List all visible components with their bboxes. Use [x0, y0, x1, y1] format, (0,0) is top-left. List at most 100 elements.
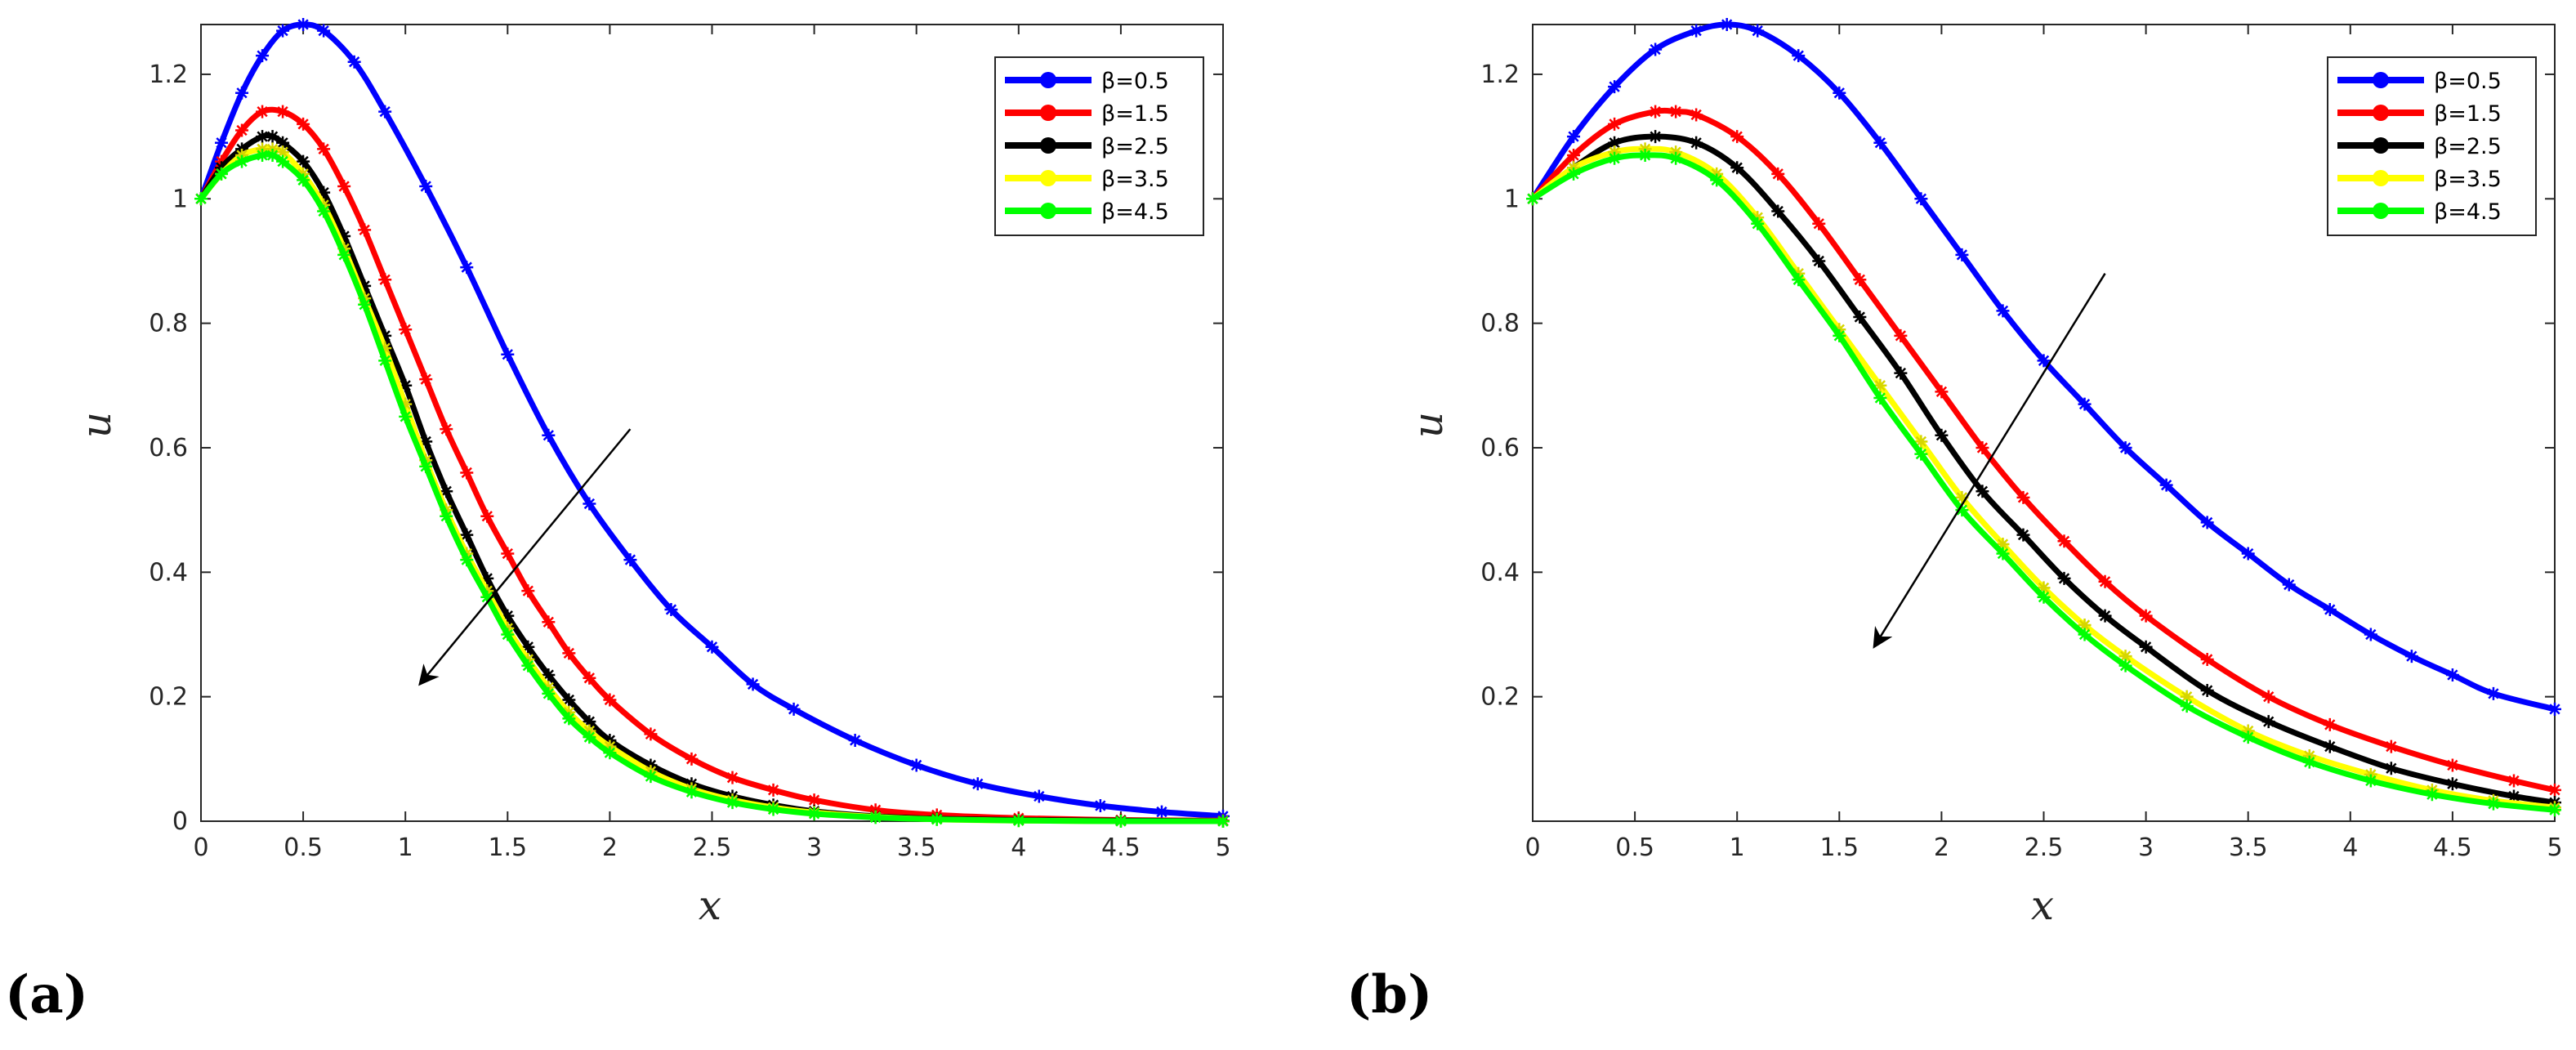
y-tick-label: 1 — [1504, 185, 1520, 213]
data-point-marker — [1526, 192, 1539, 206]
legend-swatch-dot — [2373, 170, 2389, 186]
data-point-marker — [868, 811, 882, 824]
data-point-marker — [2078, 628, 2092, 641]
data-point-marker — [378, 328, 392, 342]
data-point-marker — [521, 584, 535, 598]
data-point-marker — [2302, 755, 2316, 769]
legend-swatch-dot — [1040, 137, 1056, 154]
x-tick-label: 0.5 — [283, 833, 323, 862]
data-point-marker — [2323, 717, 2337, 731]
y-tick-label: 0.6 — [1480, 434, 1520, 462]
data-point-marker — [460, 528, 474, 542]
data-point-marker — [2139, 640, 2153, 654]
data-point-marker — [1567, 130, 1581, 144]
data-point-marker — [2057, 534, 2071, 548]
data-point-marker — [297, 18, 310, 31]
data-point-marker — [378, 354, 392, 368]
data-point-marker — [297, 154, 310, 168]
y-tick-label: 0.4 — [149, 558, 188, 587]
data-point-marker — [1792, 49, 1806, 63]
data-point-marker — [235, 123, 249, 137]
x-tick-label: 1 — [1730, 833, 1745, 862]
data-point-marker — [440, 509, 453, 523]
data-point-marker — [583, 497, 596, 511]
data-point-marker — [347, 55, 361, 69]
legend-label: β=2.5 — [2434, 134, 2502, 159]
data-point-marker — [2016, 490, 2030, 504]
legend-swatch-dot — [1040, 170, 1056, 186]
data-point-marker — [1567, 148, 1581, 162]
data-point-marker — [1914, 435, 1928, 449]
data-point-marker — [542, 686, 556, 700]
data-point-marker — [807, 793, 821, 807]
data-point-marker — [1751, 217, 1765, 230]
data-point-marker — [399, 323, 413, 337]
data-point-marker — [1649, 105, 1663, 118]
x-tick-label: 5 — [1215, 833, 1230, 862]
x-tick-label: 4.5 — [2433, 833, 2472, 862]
data-point-marker — [807, 806, 821, 820]
y-tick-label: 0.6 — [149, 434, 188, 462]
legend-swatch-dot — [2373, 105, 2389, 121]
data-point-marker — [542, 428, 556, 442]
data-point-marker — [603, 693, 617, 707]
data-point-marker — [266, 148, 279, 162]
data-point-marker — [2118, 440, 2132, 454]
data-point-marker — [2118, 650, 2132, 664]
data-point-marker — [1894, 328, 1908, 342]
x-tick-label: 3 — [806, 833, 822, 862]
data-point-marker — [501, 547, 515, 561]
y-tick-label: 1.2 — [149, 60, 188, 89]
data-point-marker — [317, 142, 331, 156]
data-point-marker — [2261, 690, 2275, 704]
data-point-marker — [276, 105, 290, 118]
data-point-marker — [215, 136, 229, 150]
data-point-marker — [1032, 789, 1046, 803]
data-point-marker — [2384, 739, 2398, 753]
data-point-marker — [378, 273, 392, 287]
data-point-marker — [2445, 758, 2459, 772]
data-point-marker — [1812, 217, 1826, 230]
y-tick-label: 0.4 — [1480, 558, 1520, 587]
y-tick-label: 0.2 — [1480, 683, 1520, 712]
legend-swatch-dot — [2373, 203, 2389, 219]
y-tick-label: 1.2 — [1480, 60, 1520, 89]
data-point-marker — [1996, 547, 2010, 561]
data-point-marker — [1690, 24, 1703, 38]
data-point-marker — [583, 715, 596, 729]
data-point-marker — [2445, 777, 2459, 791]
data-point-marker — [2364, 628, 2377, 641]
legend-label: β=3.5 — [2434, 167, 2502, 192]
x-tick-label: 2 — [1934, 833, 1949, 862]
panel-label-a: (a) — [5, 964, 89, 1025]
panel-label-b: (b) — [1346, 964, 1433, 1025]
data-point-marker — [1608, 151, 1622, 165]
data-point-marker — [2486, 686, 2500, 700]
data-point-marker — [2364, 774, 2377, 788]
data-point-marker — [1669, 151, 1683, 165]
data-point-marker — [2445, 668, 2459, 681]
data-point-marker — [399, 409, 413, 423]
data-point-marker — [2323, 603, 2337, 617]
data-point-marker — [685, 785, 699, 799]
data-point-marker — [399, 397, 413, 411]
data-point-marker — [419, 435, 433, 449]
y-tick-label: 1 — [172, 185, 188, 213]
x-tick-label: 1.5 — [488, 833, 527, 862]
data-point-marker — [501, 628, 515, 641]
data-point-marker — [215, 167, 229, 181]
data-point-marker — [2016, 528, 2030, 542]
x-tick-label: 4.5 — [1101, 833, 1141, 862]
data-point-marker — [460, 553, 474, 567]
data-point-marker — [1649, 130, 1663, 144]
data-point-marker — [1154, 805, 1168, 819]
data-point-marker — [1976, 485, 1989, 498]
legend-label: β=0.5 — [1101, 69, 1169, 94]
data-point-marker — [440, 485, 453, 498]
series-line-1 — [198, 21, 1226, 820]
y-axis-label: u — [1404, 412, 1452, 438]
legend-label: β=3.5 — [1101, 167, 1169, 192]
data-point-marker — [2548, 783, 2561, 797]
data-point-marker — [460, 261, 474, 275]
data-point-marker — [317, 204, 331, 218]
